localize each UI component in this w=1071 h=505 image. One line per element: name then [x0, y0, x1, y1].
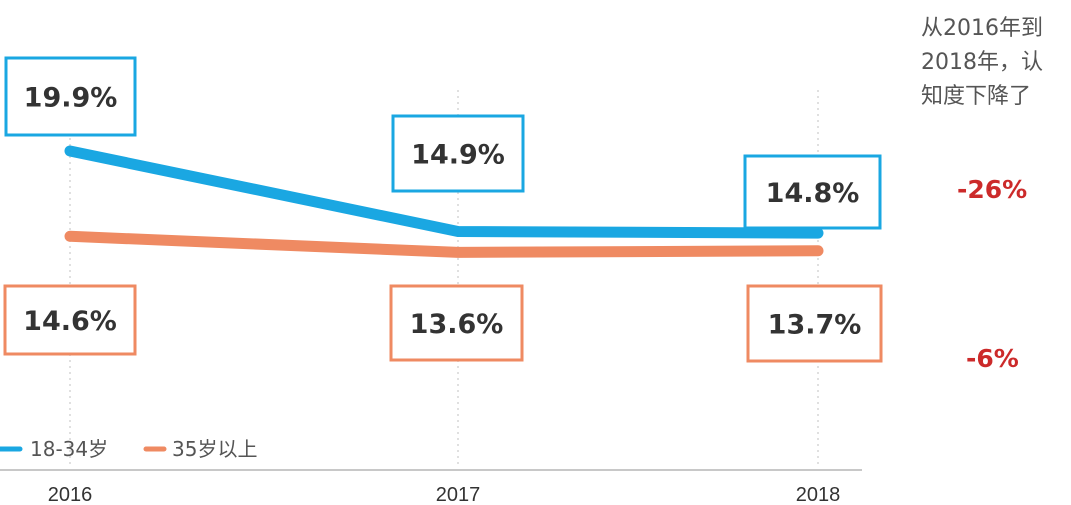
change-note: 从2016年到 2018年，认 知度下降了 [921, 12, 1071, 114]
series-line-18-34 [64, 145, 824, 239]
x-tick-label-2017: 2017 [436, 484, 481, 505]
data-label-35-plus-2016: 14.6% [3, 284, 137, 356]
series-line-35-plus [64, 230, 824, 258]
note-line-3: 知度下降了 [921, 84, 1032, 109]
data-label-text-18-34-2017: 14.9% [411, 140, 505, 171]
x-tick-label-2018: 2018 [796, 484, 841, 505]
data-label-text-18-34-2016: 19.9% [24, 83, 118, 114]
data-label-box-18-34-2016 [4, 56, 137, 137]
data-label-18-34-2016: 19.9% [4, 56, 137, 137]
data-label-text-35-plus-2018: 13.7% [768, 310, 862, 341]
change-35-plus: -6% [966, 344, 1019, 373]
legend-label-18-34: 18-34岁 [30, 437, 108, 461]
data-label-text-18-34-2018: 14.8% [766, 178, 860, 209]
data-label-text-35-plus-2016: 14.6% [23, 306, 117, 337]
note-line-1: 从2016年到 [921, 16, 1043, 41]
change-18-34: -26% [957, 175, 1028, 204]
data-label-box-18-34-2018 [743, 154, 882, 230]
data-label-box-35-plus-2017 [389, 284, 524, 362]
data-label-18-34-2017: 14.9% [391, 114, 525, 193]
data-label-box-35-plus-2016 [3, 284, 137, 356]
legend-label-35-plus: 35岁以上 [172, 437, 257, 461]
note-line-2: 2018年，认 [921, 50, 1043, 75]
data-label-text-35-plus-2017: 13.6% [410, 309, 504, 340]
data-label-35-plus-2018: 13.7% [746, 284, 883, 363]
data-label-box-35-plus-2018 [746, 284, 883, 363]
x-tick-label-2016: 2016 [48, 484, 93, 505]
data-label-18-34-2018: 14.8% [743, 154, 882, 230]
data-label-box-18-34-2017 [391, 114, 525, 193]
data-label-35-plus-2017: 13.6% [389, 284, 524, 362]
